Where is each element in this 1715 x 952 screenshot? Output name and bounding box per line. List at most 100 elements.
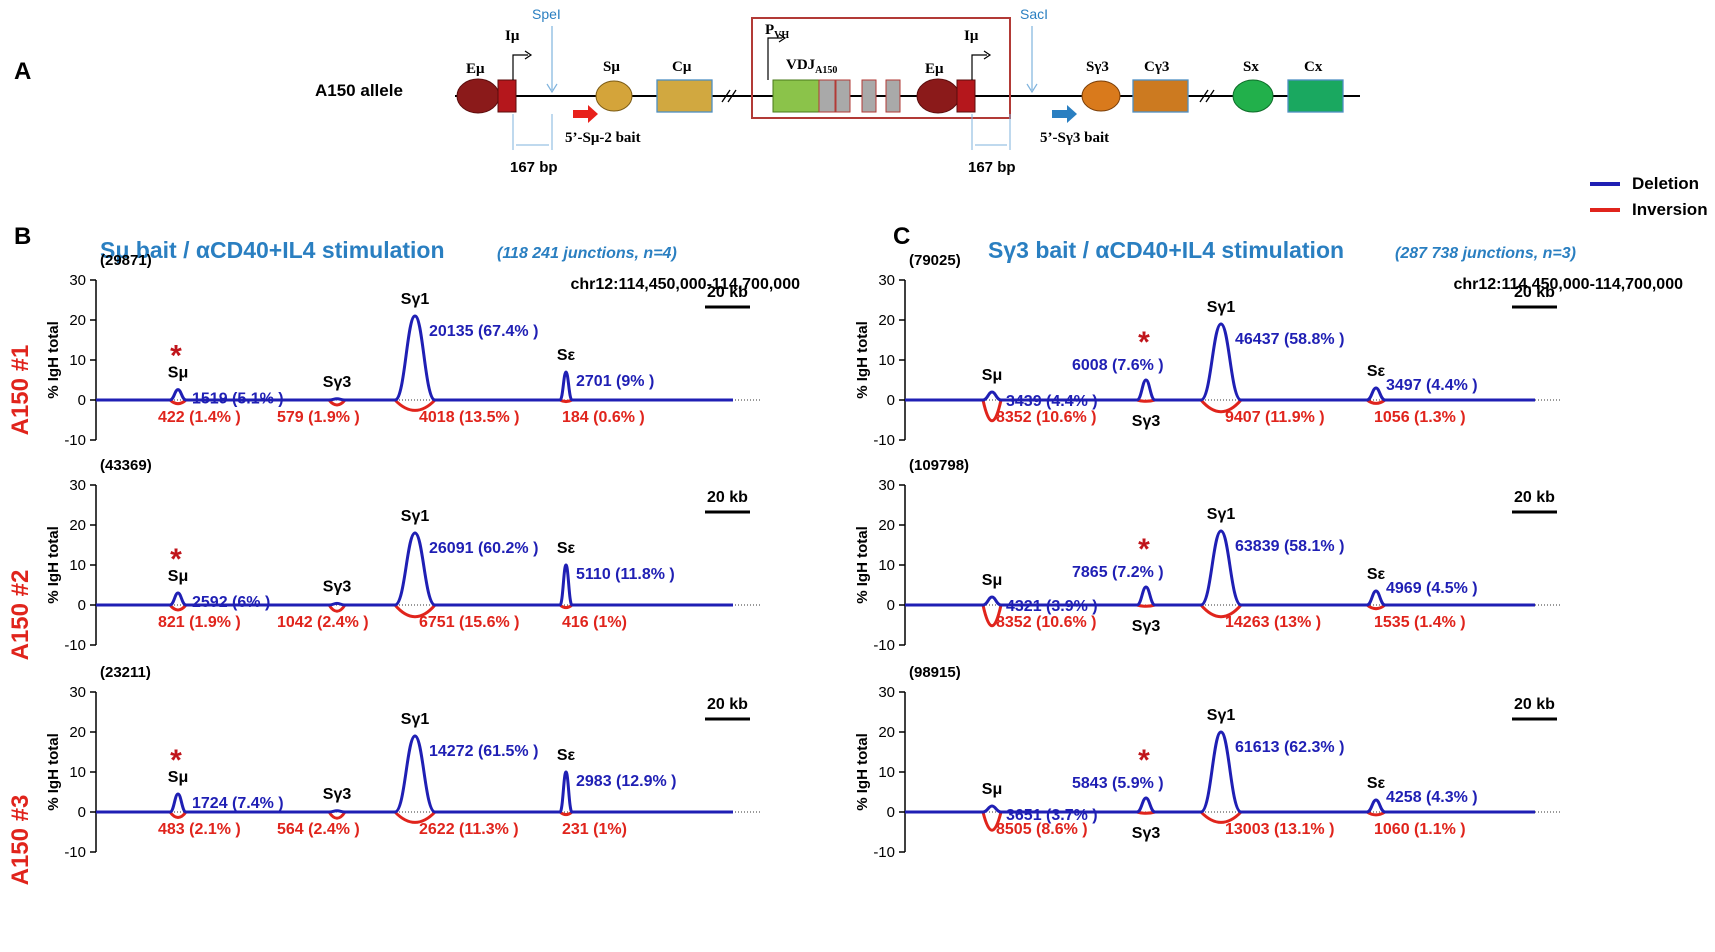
- chart-b-row3-ytick-label: 0: [78, 804, 86, 821]
- chart-c-row2-ytick-label: 10: [878, 557, 895, 574]
- emu-left-ellipse: [456, 78, 500, 114]
- chart-c-row3-ytick-label: -10: [873, 844, 895, 861]
- chart-c-row1-ylabel: % IgH total: [854, 321, 871, 399]
- chart-c-row3-region-3-del-label: 61613 (62.3% ): [1235, 739, 1344, 756]
- chart-b-row1-scale-label: 20 kb: [707, 284, 748, 301]
- chart-b-row1-ytick-label: 30: [69, 272, 86, 289]
- chart-c-row3-ytick-label: 0: [887, 804, 895, 821]
- chart-c-row2-region-3-del-label: 63839 (58.1% ): [1235, 538, 1344, 555]
- chart-c-row1-ytick-label: 10: [878, 352, 895, 369]
- chart-c-row3-region-2-del-label: 5843 (5.9% ): [1072, 775, 1164, 792]
- vdj-seg-4: [885, 79, 901, 113]
- chart-b-row2-total: (43369): [100, 457, 152, 474]
- chart-c-row3-ytick-label: 10: [878, 764, 895, 781]
- panel-letter-a: A: [14, 58, 31, 85]
- emu-left-label: Eμ: [466, 61, 485, 77]
- chart-b-row3-region-1-del-label: 1724 (7.4% ): [192, 795, 284, 812]
- chart-b-row3-region-3-inv-label: 2622 (11.3% ): [419, 821, 519, 838]
- chart-c-row2-region-3-name: Sγ1: [1207, 506, 1236, 523]
- panel-c-subtitle: (287 738 junctions, n=3): [1395, 245, 1576, 262]
- chart-b-row1-region-4-name: Sε: [557, 347, 576, 364]
- chart-c-row2-scale-label: 20 kb: [1514, 489, 1555, 506]
- chart-b-row3-region-1-inv-label: 483 (2.1% ): [158, 821, 241, 838]
- chart-b-row2-ytick-label: 0: [78, 597, 86, 614]
- chart-b-row1-region-1-del-label: 1519 (5.1% ): [192, 391, 284, 408]
- chart-b-row3-region-2-name: Sγ3: [323, 786, 352, 803]
- legend-label-inversion: Inversion: [1632, 200, 1708, 219]
- cmu-box: [656, 79, 713, 113]
- legend-label-deletion: Deletion: [1632, 174, 1699, 193]
- chart-c-row1-total: (79025): [909, 252, 961, 269]
- row-label-3: A150 #3: [7, 795, 34, 886]
- chart-c-row1-ytick-label: 20: [878, 312, 895, 329]
- chart-b-row2-ytick-label: 20: [69, 517, 86, 534]
- chart-b-row1-ylabel: % IgH total: [45, 321, 62, 399]
- panel-c-coords: chr12:114,450,000-114,700,000: [1453, 276, 1683, 293]
- sg3-ellipse: [1081, 80, 1121, 112]
- chart-c-row1-ytick-label: -10: [873, 432, 895, 449]
- pvh-label-sub: VH: [774, 30, 789, 41]
- chart-b-row1-ytick-label: 0: [78, 392, 86, 409]
- chart-b-row3-region-1-name: Sμ: [168, 769, 188, 786]
- chart-c-row2-region-1-del-label: 4321 (3.9% ): [1006, 598, 1098, 615]
- chart-c-row3-region-4-inv-label: 1060 (1.1% ): [1374, 821, 1466, 838]
- imu-right-arrow: [971, 54, 987, 80]
- row-label-1: A150 #1: [7, 345, 34, 436]
- chart-b-row1-ytick-label: 10: [69, 352, 86, 369]
- chart-c-row3-total: (98915): [909, 664, 961, 681]
- row-label-2: A150 #2: [7, 570, 34, 661]
- chart-b-row3-region-4-name: Sε: [557, 747, 576, 764]
- chart-b-row1-region-4-inv-label: 184 (0.6% ): [562, 409, 645, 426]
- imu-right-box: [956, 79, 976, 113]
- cg3-label: Cγ3: [1144, 59, 1169, 75]
- chart-c-row1-region-3-del-label: 46437 (58.8% ): [1235, 331, 1344, 348]
- chart-b-row2-ytick-label: 10: [69, 557, 86, 574]
- chart-b-row3-region-2-inv-label: 564 (2.4% ): [277, 821, 360, 838]
- chart-b-row1-region-2-inv-label: 579 (1.9% ): [277, 409, 360, 426]
- chart-b-row3-region-3-name: Sγ1: [401, 711, 430, 728]
- chart-b-row3-deletion-series: [96, 734, 733, 814]
- bp-left-label: 167 bp: [510, 159, 558, 176]
- vdj-seg-1: [818, 79, 836, 113]
- sx-ellipse: [1232, 79, 1274, 113]
- chart-b-row3-region-1-star: *: [170, 744, 182, 777]
- chart-b-row2-ytick-label: 30: [69, 477, 86, 494]
- chart-c-row2-ytick-label: 20: [878, 517, 895, 534]
- emu-right-label: Eμ: [925, 61, 944, 77]
- chart-b-row2-region-2-name: Sγ3: [323, 578, 352, 595]
- chart-c-row1-region-3-name: Sγ1: [1207, 299, 1236, 316]
- break-mark-1: [721, 89, 737, 103]
- chart-b-row2-region-4-del-label: 5110 (11.8% ): [576, 566, 675, 583]
- smu-ellipse: [595, 80, 633, 112]
- chart-b-row3-ylabel: % IgH total: [45, 733, 62, 811]
- smu-label: Sμ: [603, 59, 620, 75]
- chart-c-row2-ylabel: % IgH total: [854, 526, 871, 604]
- chart-b-row1-region-2-name: Sγ3: [323, 374, 352, 391]
- chart-c-row3-region-1-del-label: 3651 (3.7% ): [1006, 807, 1098, 824]
- chart-c-row1-scale-label: 20 kb: [1514, 284, 1555, 301]
- chart-c-row1-region-2-del-label: 6008 (7.6% ): [1072, 357, 1164, 374]
- chart-b-row2-region-2-inv-label: 1042 (2.4% ): [277, 614, 369, 631]
- chart-b-row1-ytick-label: -10: [64, 432, 86, 449]
- allele-label: A150 allele: [315, 81, 403, 100]
- chart-c-row1-region-4-name: Sε: [1367, 363, 1386, 380]
- chart-c-row3-region-3-name: Sγ1: [1207, 707, 1236, 724]
- chart-c-row1-region-3-inv-label: 9407 (11.9% ): [1225, 409, 1325, 426]
- chart-c-row3-region-4-name: Sε: [1367, 775, 1386, 792]
- chart-c-row2-ytick-label: -10: [873, 637, 895, 654]
- panel-letter-c: C: [893, 223, 910, 250]
- chart-b-row1-region-1-name: Sμ: [168, 365, 188, 382]
- chart-b-row2-region-3-inv-label: 6751 (15.6% ): [419, 614, 520, 631]
- bait-right-label: 5’-Sγ3 bait: [1040, 130, 1109, 146]
- sx-label: Sx: [1243, 59, 1259, 75]
- vdj-seg-2: [835, 79, 851, 113]
- chart-b-row2-region-1-inv-label: 821 (1.9% ): [158, 614, 241, 631]
- chart-b-row2-region-4-name: Sε: [557, 540, 576, 557]
- pvh-label: PVH: [765, 22, 789, 41]
- chart-b-row1-deletion-series: [96, 314, 733, 402]
- chart-b-row2-deletion-series: [96, 531, 733, 607]
- chart-b-row1-region-3-del-label: 20135 (67.4% ): [429, 323, 538, 340]
- chart-b-row1-region-3-inv-label: 4018 (13.5% ): [419, 409, 520, 426]
